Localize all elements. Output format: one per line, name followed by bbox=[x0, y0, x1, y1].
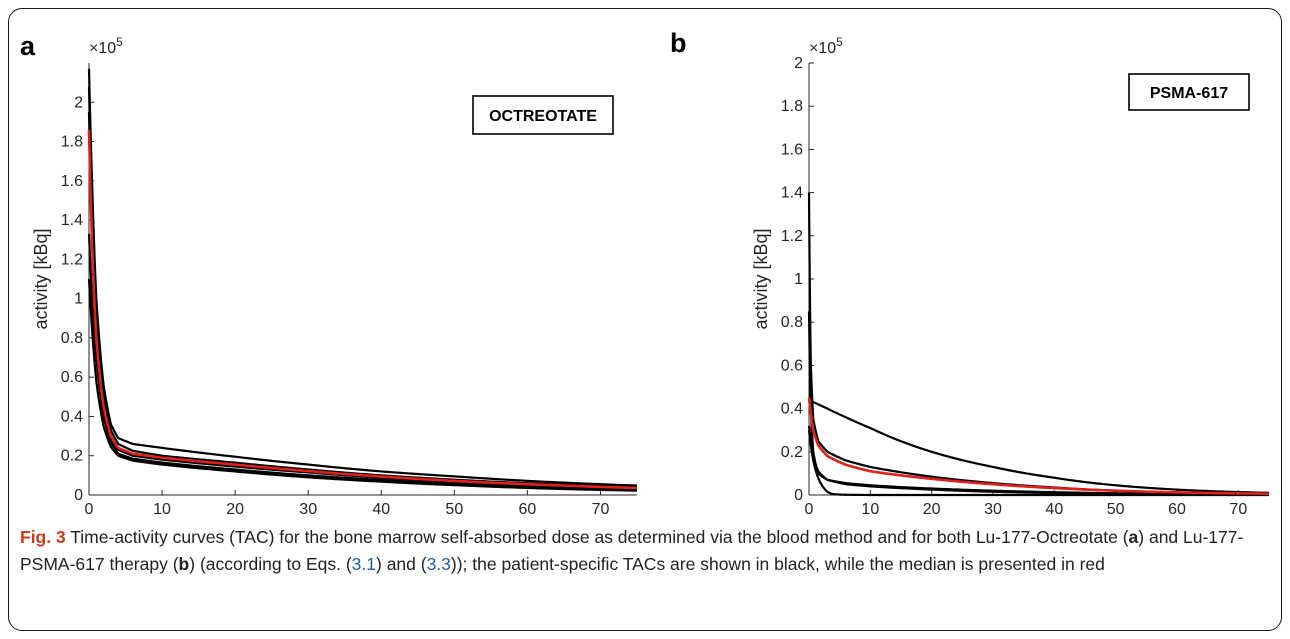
patient-curve bbox=[807, 396, 1270, 494]
y-axis-exponent: 5 bbox=[116, 35, 123, 49]
y-tick-label: 0.2 bbox=[61, 448, 83, 465]
x-tick-label: 10 bbox=[153, 501, 171, 518]
x-tick-label: 70 bbox=[592, 501, 610, 518]
y-tick-label: 1 bbox=[74, 291, 83, 308]
figure-charts: 0 10 20 30 40 50 60 7000.20.40.60.811.21.41.61.… bbox=[20, 28, 1270, 518]
panel-letter: a bbox=[20, 31, 36, 61]
y-tick-label: 1.2 bbox=[781, 228, 803, 245]
patient-curve bbox=[807, 192, 1270, 495]
y-tick-label: 2 bbox=[74, 94, 83, 111]
figure-frame bbox=[8, 8, 1282, 631]
y-tick-label: 1.6 bbox=[781, 141, 803, 158]
y-axis-multiplier: ×105 bbox=[89, 35, 123, 57]
x-tick-label: 0 bbox=[85, 501, 94, 518]
patient-curve bbox=[807, 429, 1269, 497]
y-tick-label: 1.2 bbox=[61, 251, 83, 268]
caption-text-5: )); the patient-specific TACs are shown … bbox=[450, 554, 1105, 574]
y-tick-label: 1.6 bbox=[61, 173, 83, 190]
patient-curve bbox=[87, 233, 638, 491]
x-tick-label: 60 bbox=[519, 501, 537, 518]
y-tick-label: 1.8 bbox=[61, 134, 83, 151]
y-axis-exponent: 5 bbox=[836, 35, 843, 49]
caption-text-1: Time-activity curves (TAC) for the bone … bbox=[65, 527, 1129, 547]
panel-a: 0 10 20 30 40 50 60 70 0 0.2 0.4 0.6 0.8 1 1.2 1.4 1.6 1.… bbox=[20, 31, 638, 518]
caption-text-3: ) (according to Eqs. ( bbox=[189, 554, 352, 574]
y-tick-label: 0 bbox=[74, 487, 83, 504]
y-tick-label: 0.8 bbox=[781, 314, 803, 331]
patient-curve bbox=[87, 86, 638, 489]
x-tick-label: 0 bbox=[805, 501, 814, 518]
x-tick-label: 30 bbox=[299, 501, 317, 518]
x-tick-label: 70 bbox=[1229, 501, 1247, 518]
y-tick-label: 1 bbox=[794, 271, 803, 288]
panel-letter: b bbox=[670, 28, 687, 58]
x-tick-label: 40 bbox=[372, 501, 390, 518]
x-tick-label: 10 bbox=[861, 501, 879, 518]
patient-curve bbox=[807, 311, 1270, 496]
patient-curve bbox=[87, 278, 638, 492]
x-tick-label: 60 bbox=[1168, 501, 1186, 518]
y-tick-label: 0.4 bbox=[781, 401, 803, 418]
patient-curve bbox=[87, 112, 638, 490]
y-tick-label: 2 bbox=[794, 55, 803, 72]
y-tick-label: 0 bbox=[794, 487, 803, 504]
y-tick-label: 0.6 bbox=[781, 357, 803, 374]
caption-text-4: ) and ( bbox=[376, 554, 427, 574]
x-tick-label: 40 bbox=[1045, 501, 1063, 518]
caption-text-2: ) and Lu-177-PSMA-617 therapy ( bbox=[20, 527, 1244, 574]
patient-curve bbox=[87, 68, 638, 487]
caption-fig-label: Fig. 3 bbox=[20, 527, 66, 547]
x-tick-label: 20 bbox=[923, 501, 941, 518]
x-tick-label: 20 bbox=[226, 501, 244, 518]
caption-eq-ref-1[interactable]: 3.1 bbox=[351, 554, 376, 574]
y-axis-label: activity [kBq] bbox=[751, 228, 771, 329]
y-tick-label: 0.8 bbox=[61, 330, 83, 347]
y-tick-label: 0.4 bbox=[61, 408, 83, 425]
figure-caption: Fig. 3 Time-activity curves (TAC) for th… bbox=[20, 524, 1270, 578]
y-axis-label: activity [kBq] bbox=[31, 228, 51, 329]
x-tick-label: 50 bbox=[445, 501, 463, 518]
median-curve bbox=[807, 397, 1270, 495]
x-tick-label: 50 bbox=[1107, 501, 1125, 518]
y-tick-label: 1.8 bbox=[781, 98, 803, 115]
y-tick-label: 1.4 bbox=[781, 185, 803, 202]
y-tick-label: 0.6 bbox=[61, 369, 83, 386]
patient-curve bbox=[807, 425, 1270, 496]
y-axis-multiplier: ×105 bbox=[809, 35, 843, 57]
y-tick-label: 1.4 bbox=[61, 212, 83, 229]
caption-eq-ref-2[interactable]: 3.3 bbox=[426, 554, 451, 574]
caption-panel-a: a bbox=[1128, 527, 1139, 547]
y-tick-label: 0.2 bbox=[781, 444, 803, 461]
panel-b: 0 10 20 30 40 50 60 70 0 0.2 0.4 0.6 0.8 1 1.2 1.4 1.6 1.… bbox=[670, 28, 1270, 518]
legend-box-label: PSMA-617 bbox=[1150, 85, 1228, 102]
median-curve bbox=[87, 129, 638, 490]
x-tick-label: 30 bbox=[984, 501, 1002, 518]
legend-box bbox=[1128, 73, 1250, 111]
caption-panel-b: b bbox=[178, 554, 190, 574]
legend-box-label: OCTREOTATE bbox=[489, 108, 597, 125]
legend-box bbox=[472, 95, 614, 135]
